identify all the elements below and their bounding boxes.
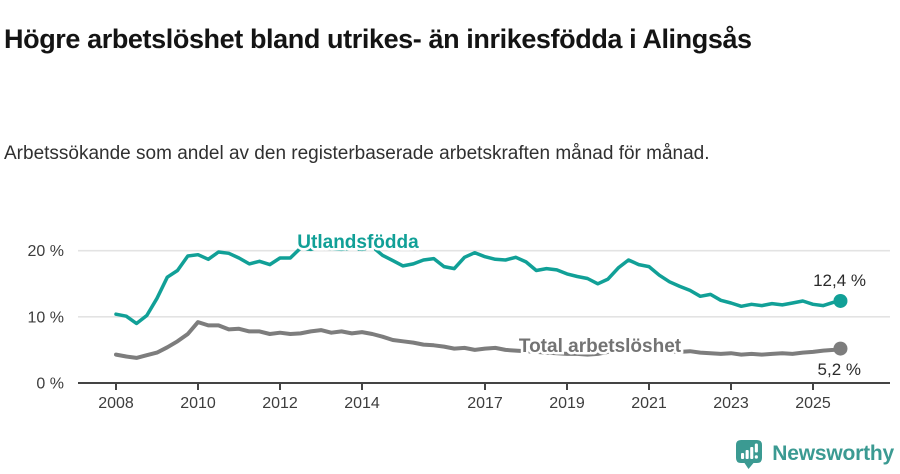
x-tick-label: 2010 (180, 395, 216, 412)
series-label-total: Total arbetslöshet (519, 336, 682, 357)
page-title: Högre arbetslöshet bland utrikes- än inr… (4, 24, 752, 55)
y-tick-label: 20 % (28, 243, 64, 260)
series-label-utlandsfodda: Utlandsfödda (297, 232, 419, 253)
line-chart: 0 % 10 % 20 % 2008 2010 2012 2014 2017 2019 2021 2… (0, 215, 900, 420)
end-value-label-total: 5,2 % (818, 360, 861, 379)
page-subtitle: Arbetssökande som andel av den registerb… (4, 143, 710, 164)
line-chart-svg: 0 % 10 % 20 % 2008 2010 2012 2014 2017 2019 2021 2… (28, 230, 890, 412)
series-end-dot-utlandsfodda (833, 293, 848, 308)
series-line-total (114, 320, 843, 360)
end-value-label-utlandsfodda: 12,4 % (813, 271, 866, 290)
newsworthy-wordmark: Newsworthy (772, 442, 894, 465)
x-tick-label: 2014 (344, 395, 380, 412)
newsworthy-brand: Newsworthy (735, 439, 894, 469)
y-tick-label: 10 % (28, 309, 64, 326)
series-line-utlandsfodda (114, 244, 843, 326)
x-tick-label: 2017 (467, 395, 503, 412)
x-tick-label: 2019 (549, 395, 585, 412)
series-end-dot-total (833, 341, 848, 356)
x-tick-label: 2025 (795, 395, 831, 412)
x-tick-label: 2012 (262, 395, 298, 412)
x-tick-label: 2008 (98, 395, 134, 412)
y-tick-label: 0 % (36, 376, 64, 393)
x-tick-label: 2023 (713, 395, 749, 412)
x-tick-label: 2021 (631, 395, 667, 412)
newsworthy-logo-icon (736, 440, 763, 469)
